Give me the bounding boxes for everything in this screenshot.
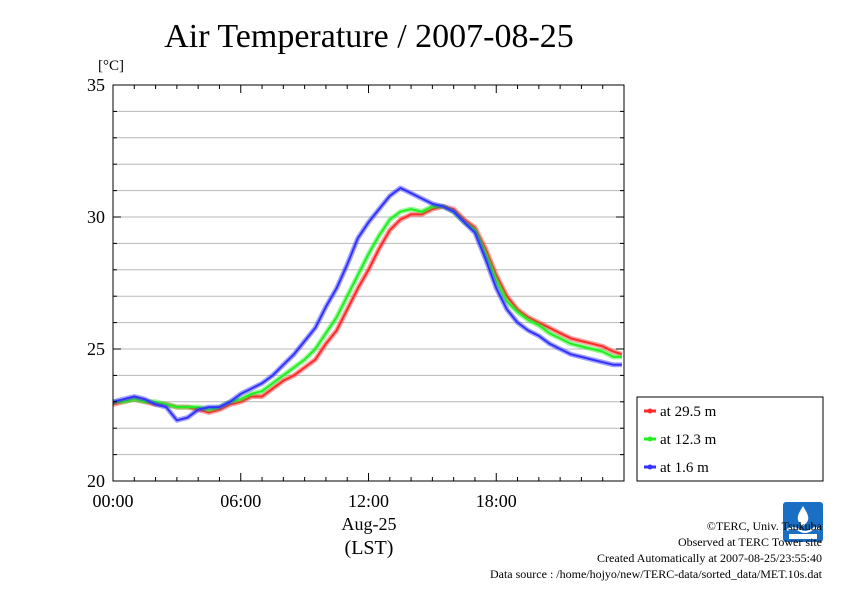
legend-label: at 29.5 m (660, 404, 717, 420)
legend-label: at 12.3 m (660, 432, 717, 448)
series-line (112, 205, 623, 414)
grid (113, 110, 624, 456)
y-tick-label: 25 (87, 339, 105, 359)
x-tick-label: 00:00 (92, 491, 133, 511)
legend-label: at 1.6 m (660, 460, 709, 476)
series-line-halo (112, 203, 623, 415)
plot-frame (112, 84, 625, 482)
y-tick-label: 30 (87, 207, 105, 227)
series-line-halo (113, 203, 622, 413)
axis-ticks: 20 25 30 35 00:00 06:00 12:00 18:00 (87, 75, 624, 511)
terc-logo-icon (783, 502, 823, 542)
x-axis-date-label: Aug-25 (342, 514, 397, 534)
y-tick-label: 20 (87, 471, 105, 491)
source-text: Data source : /home/hojyo/new/TERC-data/… (489, 567, 822, 581)
x-tick-label: 12:00 (348, 491, 389, 511)
x-axis-zone-label: (LST) (345, 537, 394, 559)
created-text: Created Automatically at 2007-08-25/23:5… (597, 551, 822, 565)
chart-footer: ©TERC, Univ. Tsukuba Observed at TERC To… (490, 518, 822, 582)
legend-box (636, 396, 824, 482)
y-axis-label: [°C] (98, 58, 124, 74)
series-line (112, 187, 622, 422)
legend-marker (647, 408, 653, 414)
chart-title: Air Temperature / 2007-08-25 (164, 18, 574, 55)
x-tick-label: 06:00 (220, 491, 261, 511)
observed-text: Observed at TERC Tower site (677, 535, 822, 549)
series-line (113, 205, 622, 411)
legend-marker (647, 436, 653, 442)
copyright-text: ©TERC, Univ. Tsukuba (706, 519, 822, 533)
plot-lines (112, 185, 623, 423)
y-tick-label: 35 (87, 75, 105, 95)
x-tick-label: 18:00 (476, 491, 517, 511)
legend-marker (647, 464, 653, 470)
legend: at 29.5 m at 12.3 m at 1.6 m (636, 396, 824, 482)
